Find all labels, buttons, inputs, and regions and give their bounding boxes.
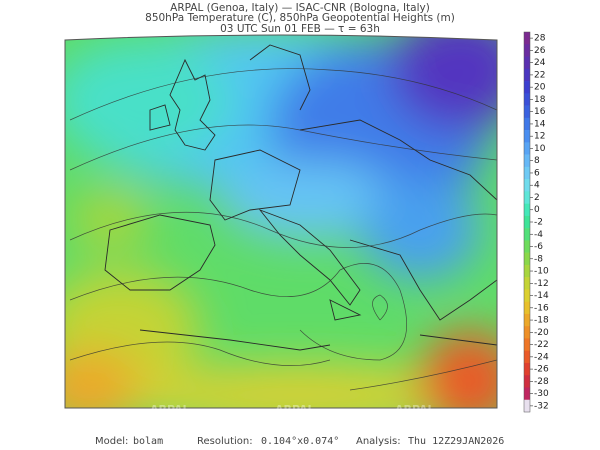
colorbar-label: 4 (534, 181, 540, 191)
colorbar-swatch (524, 191, 530, 204)
colorbar-swatch (524, 154, 530, 168)
colorbar-label: -20 (534, 328, 549, 338)
colorbar-swatch (524, 68, 530, 82)
colorbar-label: -30 (534, 389, 549, 399)
colorbar-label: 22 (534, 70, 545, 80)
colorbar-label: 26 (534, 46, 546, 56)
colorbar-label: -24 (534, 352, 549, 362)
watermark: ARPAL (150, 403, 190, 416)
height-contours (69, 68, 497, 391)
watermark: ARPAL (275, 403, 315, 416)
temperature-field (65, 35, 497, 408)
colorbar-swatch (524, 203, 530, 217)
colorbar-swatch (524, 130, 530, 143)
colorbar-swatch (524, 105, 530, 119)
colorbar-label: -26 (534, 365, 549, 375)
colorbar-swatch (524, 350, 530, 364)
colorbar-swatch (524, 117, 530, 131)
colorbar-label: 16 (534, 107, 546, 117)
header-line: 03 UTC Sun 01 FEB — τ = 63h (220, 23, 380, 35)
colorbar-swatch (524, 277, 530, 290)
colorbar-swatch (524, 326, 530, 339)
colorbar-label: 18 (534, 95, 546, 105)
colorbar-label: 14 (534, 119, 546, 129)
colorbar-label: -16 (534, 303, 549, 313)
colorbar-label: -12 (534, 279, 549, 289)
colorbar-swatch (524, 338, 530, 352)
footer-label: Resolution: (197, 436, 253, 447)
colorbar-swatch (524, 32, 530, 45)
colorbar-label: 24 (534, 58, 546, 68)
colorbar-swatch (524, 362, 530, 376)
colorbar-swatch (524, 179, 530, 192)
colorbar-frame (523, 31, 531, 413)
colorbar-swatch (524, 44, 530, 57)
header-line: 850hPa Temperature (C), 850hPa Geopotent… (145, 12, 455, 24)
colorbar-label: -2 (534, 218, 543, 228)
footer-label: Model: (95, 436, 128, 447)
colorbar-label: 2 (534, 193, 540, 203)
colorbar-swatch (524, 399, 530, 413)
watermark: ARPAL (395, 403, 435, 416)
footer-value: Thu 12Z29JAN2026 (408, 436, 504, 447)
colorbar-swatch (524, 313, 530, 327)
colorbar-label: 8 (534, 156, 540, 166)
colorbar-label: 6 (534, 168, 540, 178)
colorbar-label: 10 (534, 144, 546, 154)
colorbar-swatch (524, 56, 530, 70)
colorbar-label: -6 (534, 242, 543, 252)
footer-label: Analysis: (356, 436, 401, 447)
colorbar-label: 0 (534, 205, 540, 215)
colorbar-label: -14 (534, 291, 549, 301)
colorbar-swatch (524, 215, 530, 229)
colorbar-swatch (524, 289, 530, 302)
colorbar-swatch (524, 228, 530, 241)
colorbar-label: -28 (534, 377, 549, 387)
footer-value: 0.104°x0.074° (261, 436, 339, 447)
colorbar-swatch (524, 252, 530, 266)
colorbar-label: -4 (534, 230, 543, 240)
colorbar-swatch (524, 240, 530, 253)
colorbar-label: 20 (534, 83, 546, 93)
colorbar-label: -32 (534, 401, 549, 411)
colorbar-swatch (524, 81, 530, 94)
footer-value: bolam (133, 436, 163, 447)
header-line: ARPAL (Genoa, Italy) — ISAC-CNR (Bologna… (170, 2, 430, 14)
colorbar: 2826242220181614121086420-2-4-6-8-10-12-… (523, 31, 549, 413)
colorbar-label: -18 (534, 316, 549, 326)
colorbar-label: 12 (534, 132, 545, 142)
colorbar-label: -10 (534, 267, 549, 277)
colorbar-label: -8 (534, 254, 543, 264)
colorbar-swatch (524, 375, 530, 388)
colorbar-swatch (524, 142, 530, 155)
colorbar-swatch (524, 93, 530, 106)
colorbar-swatch (524, 301, 530, 315)
colorbar-swatch (524, 166, 530, 180)
colorbar-label: 28 (534, 34, 546, 44)
colorbar-swatch (524, 387, 530, 401)
map-frame (64, 34, 498, 409)
colorbar-swatch (524, 264, 530, 278)
colorbar-label: -22 (534, 340, 549, 350)
